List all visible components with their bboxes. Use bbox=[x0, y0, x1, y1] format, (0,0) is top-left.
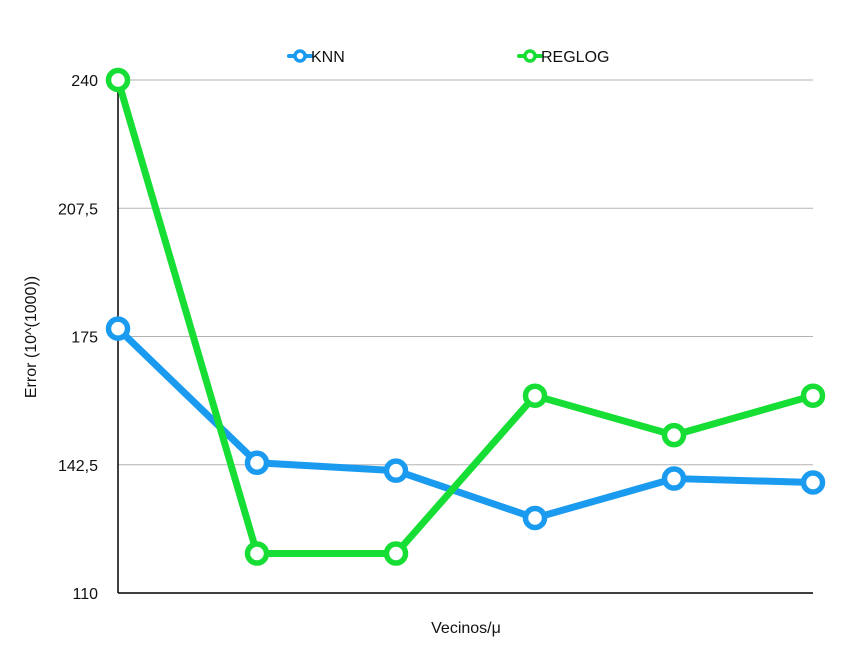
data-point-knn bbox=[522, 505, 548, 531]
data-point-knn bbox=[383, 458, 409, 483]
y-tick-label: 110 bbox=[72, 586, 98, 603]
data-point-reglog bbox=[105, 67, 131, 93]
legend-label-knn: KNN bbox=[311, 49, 345, 66]
data-point-knn bbox=[661, 466, 687, 491]
series-line-knn bbox=[114, 325, 817, 522]
y-tick-label: 240 bbox=[71, 73, 98, 90]
y-axis-title: Error (10^(1000)) bbox=[23, 276, 40, 398]
data-point-reglog bbox=[800, 383, 826, 408]
data-point-reglog bbox=[383, 541, 409, 566]
data-point-knn bbox=[800, 470, 826, 495]
y-tick-label: 175 bbox=[71, 330, 98, 347]
data-point-reglog bbox=[661, 422, 687, 448]
legend-swatch-marker-reglog bbox=[523, 49, 537, 63]
data-point-reglog bbox=[244, 541, 270, 566]
legend-swatch-marker-knn bbox=[293, 49, 307, 63]
series-points bbox=[105, 67, 826, 566]
y-tick-label: 142,5 bbox=[58, 458, 98, 475]
data-point-knn bbox=[244, 450, 270, 476]
series-line-reglog bbox=[114, 76, 817, 558]
data-point-knn bbox=[105, 316, 131, 341]
axes bbox=[117, 76, 813, 594]
grid-lines bbox=[118, 79, 813, 466]
y-tick-label: 207,5 bbox=[58, 201, 98, 218]
data-point-reglog bbox=[522, 383, 548, 408]
legend-label-reglog: REGLOG bbox=[541, 49, 609, 66]
y-tick-labels: 110 142,5 175 207,5 240 bbox=[58, 73, 98, 603]
legend: KNN REGLOG bbox=[287, 49, 609, 66]
series-lines bbox=[114, 76, 817, 558]
x-axis-title: Vecinos/μ bbox=[431, 620, 501, 637]
